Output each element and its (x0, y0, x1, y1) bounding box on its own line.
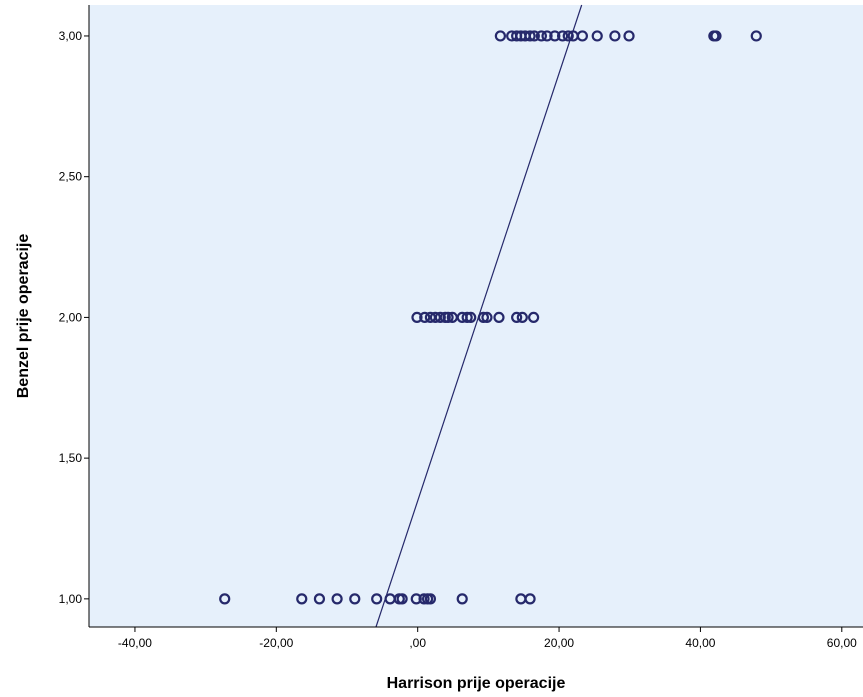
x-tick-label: -20,00 (259, 636, 293, 650)
data-point (750, 30, 762, 42)
data-point (516, 311, 528, 324)
data-point (576, 30, 588, 42)
data-point (331, 593, 343, 605)
x-axis-title: Harrison prije operacije (387, 675, 566, 692)
data-point (493, 311, 505, 324)
x-tick-label: 20,00 (544, 636, 574, 650)
data-point (396, 593, 408, 605)
y-tick-label: 1,00 (59, 592, 83, 606)
data-point (465, 311, 477, 324)
data-point (313, 593, 326, 605)
data-point (411, 311, 423, 324)
data-point (424, 593, 437, 605)
data-point (524, 593, 536, 605)
data-point (528, 30, 540, 42)
x-tick-label: -40,00 (118, 636, 152, 650)
data-point (591, 30, 603, 42)
y-axis: 1,00 1,50 2,00 2,50 3,00 (59, 5, 90, 627)
data-point (296, 593, 308, 605)
data-point (219, 593, 231, 605)
x-axis: -40,00 -20,00 ,00 20,00 40,00 60,00 (89, 626, 863, 650)
data-point (461, 311, 473, 324)
data-point (418, 593, 430, 605)
data-point (419, 311, 431, 324)
data-point (541, 30, 553, 42)
data-point (371, 593, 383, 605)
data-point (524, 30, 536, 42)
data-point (556, 30, 569, 42)
fit-line (375, 4, 583, 628)
data-point (442, 311, 454, 324)
data-point (562, 30, 574, 42)
y-tick-label: 1,50 (59, 451, 83, 465)
data-point (456, 593, 468, 605)
data-point (410, 593, 422, 605)
data-point (511, 311, 523, 324)
data-point (528, 311, 540, 324)
data-point (349, 593, 361, 605)
y-axis-title: Benzel prije operacije (15, 234, 32, 399)
data-point (434, 311, 446, 324)
y-tick-label: 3,00 (59, 29, 83, 43)
x-tick-label: ,00 (409, 636, 426, 650)
data-point (710, 30, 722, 42)
data-point (481, 311, 493, 324)
data-point (535, 30, 547, 42)
x-tick-label: 40,00 (685, 636, 715, 650)
y-tick-label: 2,00 (59, 310, 83, 324)
data-point (623, 30, 635, 42)
x-tick-label: 60,00 (827, 636, 857, 650)
y-tick-label: 2,50 (59, 170, 83, 184)
data-point (494, 30, 506, 42)
data-point (609, 30, 621, 42)
data-point (549, 30, 561, 42)
